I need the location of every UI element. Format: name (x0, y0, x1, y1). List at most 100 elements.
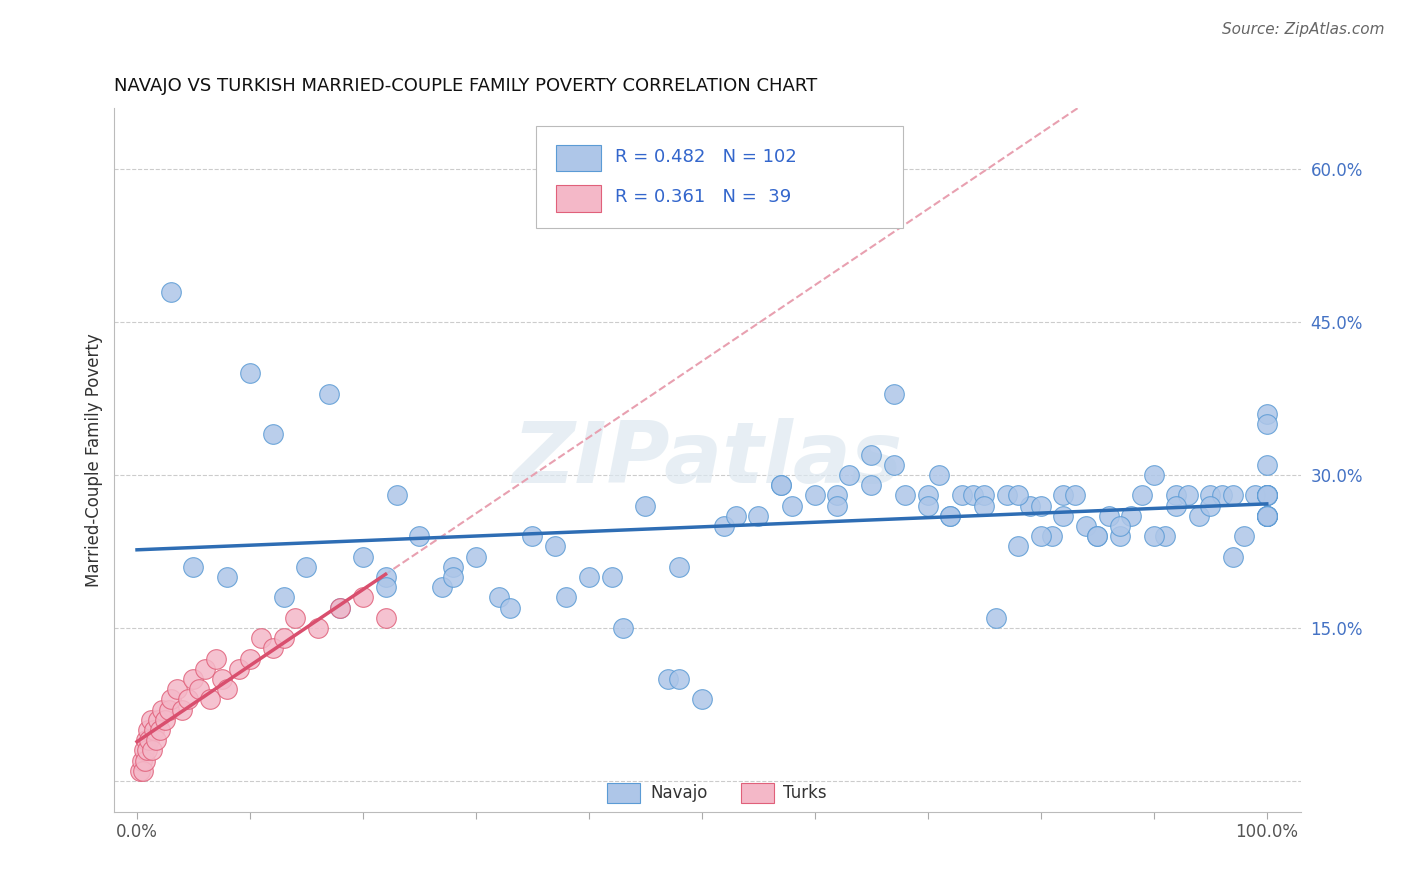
Point (148, 713, 170, 727)
Point (131, 754, 153, 768)
Point (149, 723, 172, 737)
Point (239, 651, 262, 665)
Point (917, 488, 939, 502)
Point (138, 733, 160, 747)
Point (827, 488, 849, 502)
Point (984, 611, 1007, 625)
Bar (741, 783, 773, 803)
Point (1256, 508, 1278, 523)
Point (827, 499, 849, 513)
Text: Source: ZipAtlas.com: Source: ZipAtlas.com (1222, 22, 1385, 37)
Point (838, 468, 860, 483)
Point (307, 621, 329, 635)
Point (1132, 488, 1154, 502)
Point (1222, 549, 1244, 564)
Point (668, 672, 690, 686)
Point (374, 580, 396, 594)
Point (139, 713, 162, 727)
Point (374, 570, 396, 584)
Point (1199, 488, 1222, 502)
Point (1256, 508, 1278, 523)
Point (747, 508, 769, 523)
Point (499, 600, 522, 615)
Point (1256, 508, 1278, 523)
Point (352, 591, 374, 605)
Point (1121, 508, 1143, 523)
Point (441, 570, 464, 584)
Point (1143, 529, 1166, 543)
Point (612, 621, 634, 635)
Point (217, 682, 239, 697)
Point (634, 499, 657, 513)
Point (160, 285, 183, 299)
Point (129, 764, 152, 778)
Point (194, 662, 217, 676)
Point (995, 488, 1018, 502)
Point (769, 478, 792, 492)
Point (1188, 508, 1211, 523)
Point (883, 386, 905, 401)
Point (177, 692, 200, 706)
Point (973, 499, 995, 513)
Point (150, 702, 173, 716)
Bar (555, 185, 600, 211)
Point (928, 468, 950, 483)
Point (1074, 519, 1097, 533)
Point (352, 549, 374, 564)
Point (1233, 529, 1256, 543)
Point (1085, 529, 1108, 543)
Point (724, 508, 747, 523)
Point (1029, 499, 1052, 513)
Point (713, 519, 735, 533)
Point (155, 713, 177, 727)
Point (142, 723, 165, 737)
Point (917, 499, 939, 513)
Point (145, 733, 167, 747)
Point (769, 478, 792, 492)
Point (544, 540, 567, 554)
Point (1085, 529, 1108, 543)
Point (780, 499, 803, 513)
Point (200, 692, 222, 706)
Point (262, 427, 284, 442)
Text: R = 0.482   N = 102: R = 0.482 N = 102 (614, 148, 797, 166)
FancyBboxPatch shape (536, 126, 903, 227)
Point (273, 591, 295, 605)
Point (166, 682, 188, 697)
Point (894, 488, 917, 502)
Y-axis label: Married-Couple Family Poverty: Married-Couple Family Poverty (86, 333, 103, 587)
Point (183, 559, 205, 574)
Point (157, 702, 180, 716)
Point (141, 743, 163, 757)
Point (1177, 488, 1199, 502)
Bar (607, 783, 640, 803)
Point (228, 662, 250, 676)
Point (172, 702, 194, 716)
Point (132, 743, 155, 757)
Point (600, 570, 623, 584)
Point (578, 570, 600, 584)
Point (555, 591, 578, 605)
Point (211, 672, 233, 686)
Point (1018, 499, 1040, 513)
Point (284, 611, 307, 625)
Point (295, 559, 318, 574)
Point (1256, 488, 1278, 502)
Point (1143, 468, 1166, 483)
Point (522, 529, 544, 543)
Point (1256, 488, 1278, 502)
Point (262, 641, 284, 656)
Point (217, 570, 239, 584)
Point (1256, 417, 1278, 431)
Point (657, 672, 679, 686)
Point (1040, 529, 1063, 543)
Point (950, 488, 973, 502)
Point (408, 529, 430, 543)
Point (860, 478, 883, 492)
Point (1029, 529, 1052, 543)
Point (1256, 458, 1278, 472)
Point (465, 549, 488, 564)
Point (1109, 519, 1132, 533)
Point (1222, 488, 1244, 502)
Text: R = 0.361   N =  39: R = 0.361 N = 39 (614, 188, 792, 206)
